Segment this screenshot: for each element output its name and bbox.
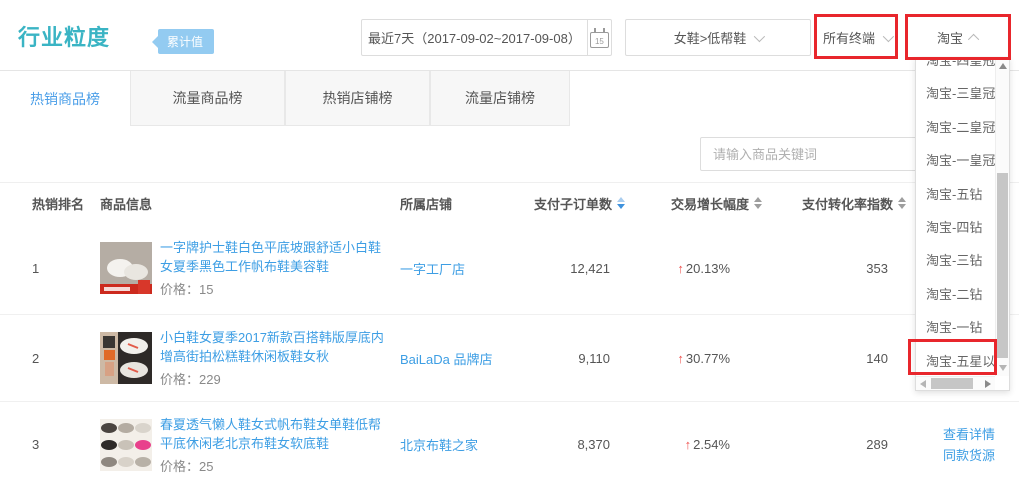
shop-link[interactable]: 北京布鞋之家 (400, 438, 479, 453)
dropdown-item-highlighted[interactable]: 淘宝-五星以下 (926, 353, 997, 369)
category-label: 女鞋>低帮鞋 (673, 31, 747, 46)
product-info: 一字牌护士鞋白色平底坡跟舒适小白鞋女夏季黑色工作帆布鞋美容鞋 价格：15 (160, 222, 392, 314)
shop-link[interactable]: BaiLaDa 品牌店 (400, 351, 493, 367)
dropdown-item[interactable]: 淘宝-四钻 (926, 219, 983, 235)
scroll-right-icon[interactable] (985, 380, 991, 388)
dropdown-item[interactable]: 淘宝-三皇冠 (926, 86, 996, 102)
chevron-up-icon (967, 33, 980, 45)
dropdown-item[interactable]: 淘宝-一皇冠 (926, 153, 996, 169)
dropdown-item-clipped[interactable]: 淘宝-四皇冠 (926, 57, 996, 68)
growth-up-arrow-icon: ↑ (677, 350, 684, 366)
dropdown-item[interactable]: 淘宝-五钻 (926, 186, 983, 202)
tab-hot-products[interactable]: 热销商品榜 (0, 71, 130, 126)
product-price: 价格：25 (160, 458, 214, 474)
column-header-orders[interactable]: 支付子订单数 (534, 188, 625, 218)
table-row: 3 春夏透气懒人鞋女式帆布鞋女单鞋低帮平底休闲老北京布鞋女软底鞋 价格：25 北… (0, 402, 1019, 487)
scroll-left-icon[interactable] (920, 380, 926, 388)
shop-link[interactable]: 一字工厂店 (400, 261, 466, 277)
product-title-link[interactable]: 春夏透气懒人鞋女式帆布鞋女单鞋低帮平底休闲老北京布鞋女软底鞋 (160, 416, 382, 451)
vertical-scrollbar[interactable] (995, 58, 1009, 376)
platform-select[interactable]: 淘宝 (909, 19, 1007, 56)
orders-value: 12,421 (570, 260, 610, 276)
tab-bar: 热销商品榜 流量商品榜 热销店铺榜 流量店铺榜 (0, 70, 1019, 126)
growth-value: ↑ 2.54% (684, 437, 730, 452)
column-header-growth[interactable]: 交易增长幅度 (671, 188, 762, 218)
tab-traffic-shops[interactable]: 流量店铺榜 (430, 71, 570, 126)
product-title-link[interactable]: 一字牌护士鞋白色平底坡跟舒适小白鞋女夏季黑色工作帆布鞋美容鞋 (160, 240, 382, 274)
dropdown-item[interactable]: 淘宝-三钻 (926, 253, 983, 269)
table-row: 1 一字牌护士鞋白色平底坡跟舒适小白鞋女夏季黑色工作帆布鞋美容鞋 价格：15 一… (0, 222, 1019, 315)
growth-up-arrow-icon: ↑ (677, 260, 684, 276)
product-image[interactable] (100, 402, 152, 487)
chevron-down-icon (754, 30, 766, 42)
table-header-row: 热销排名 商品信息 所属店铺 支付子订单数 交易增长幅度 支付转化率指数 (0, 188, 1019, 218)
table-top-divider (0, 182, 1019, 183)
rank-value: 2 (32, 350, 40, 366)
terminal-select[interactable]: 所有终端 (820, 19, 895, 56)
orders-value: 9,110 (578, 350, 610, 366)
column-header-product: 商品信息 (100, 196, 153, 212)
terminal-label: 所有终端 (822, 31, 875, 46)
category-select[interactable]: 女鞋>低帮鞋 (625, 19, 811, 56)
product-image[interactable] (100, 315, 152, 401)
product-keyword-search-input[interactable] (700, 137, 955, 171)
conversion-value: 289 (866, 437, 888, 452)
column-header-conversion[interactable]: 支付转化率指数 (802, 188, 906, 218)
scrollbar-thumb[interactable] (997, 173, 1008, 358)
platform-dropdown-panel: 淘宝-四皇冠 淘宝-三皇冠 淘宝-二皇冠 淘宝-一皇冠 淘宝-五钻 淘宝-四钻 … (915, 57, 1010, 391)
growth-value: ↑ 30.77% (677, 350, 730, 366)
rank-value: 3 (32, 437, 40, 452)
sort-icon[interactable] (754, 197, 762, 209)
platform-dropdown-list: 淘宝-四皇冠 淘宝-三皇冠 淘宝-二皇冠 淘宝-一皇冠 淘宝-五钻 淘宝-四钻 … (916, 57, 997, 378)
product-info: 春夏透气懒人鞋女式帆布鞋女单鞋低帮平底休闲老北京布鞋女软底鞋 价格：25 (160, 402, 392, 487)
growth-up-arrow-icon: ↑ (684, 437, 692, 452)
scrollbar-thumb[interactable] (931, 378, 973, 389)
tab-hot-shops[interactable]: 热销店铺榜 (285, 71, 430, 126)
calendar-icon: 15 (589, 27, 609, 48)
product-info: 小白鞋女夏季2017新款百搭韩版厚底内增高街拍松糕鞋休闲板鞋女秋 价格：229 (160, 315, 392, 401)
horizontal-scrollbar[interactable] (916, 376, 995, 390)
date-range-label: 最近7天（2017-09-02~2017-09-08） (368, 31, 581, 46)
dropdown-item[interactable]: 淘宝-一钻 (926, 320, 983, 336)
row-action-links: 查看详情 同款货源 (943, 402, 1005, 487)
cumulative-value-badge: 累计值 (151, 29, 215, 54)
same-supply-link[interactable]: 同款货源 (943, 447, 996, 463)
product-price: 价格：229 (160, 372, 221, 387)
dropdown-item[interactable]: 淘宝-二皇冠 (926, 119, 996, 135)
platform-label: 淘宝 (936, 31, 963, 46)
tab-traffic-products[interactable]: 流量商品榜 (130, 71, 285, 126)
scroll-down-icon[interactable] (999, 365, 1007, 371)
growth-value: ↑ 20.13% (677, 260, 730, 276)
conversion-value: 140 (866, 350, 888, 366)
product-image[interactable] (100, 222, 152, 314)
date-range-select[interactable]: 最近7天（2017-09-02~2017-09-08） 15 (361, 19, 612, 56)
sort-icon[interactable] (617, 197, 625, 209)
sort-icon[interactable] (898, 197, 906, 209)
orders-value: 8,370 (577, 437, 610, 452)
dropdown-item[interactable]: 淘宝-二钻 (926, 286, 983, 302)
view-detail-link[interactable]: 查看详情 (943, 426, 996, 442)
table-row: 2 小白鞋女夏季2017新款百搭韩版厚底内增高街拍松糕鞋休闲板鞋女秋 价格：22… (0, 315, 1019, 402)
product-title-link[interactable]: 小白鞋女夏季2017新款百搭韩版厚底内增高街拍松糕鞋休闲板鞋女秋 (160, 330, 384, 364)
page-title: 行业粒度 (18, 25, 111, 50)
column-header-shop: 所属店铺 (400, 196, 453, 212)
conversion-value: 353 (866, 260, 888, 276)
rank-value: 1 (32, 260, 40, 276)
chevron-down-icon (882, 30, 895, 42)
column-header-rank: 热销排名 (32, 196, 85, 212)
calendar-button[interactable]: 15 (586, 20, 611, 55)
scroll-up-icon[interactable] (999, 63, 1007, 69)
product-price: 价格：15 (160, 282, 214, 297)
